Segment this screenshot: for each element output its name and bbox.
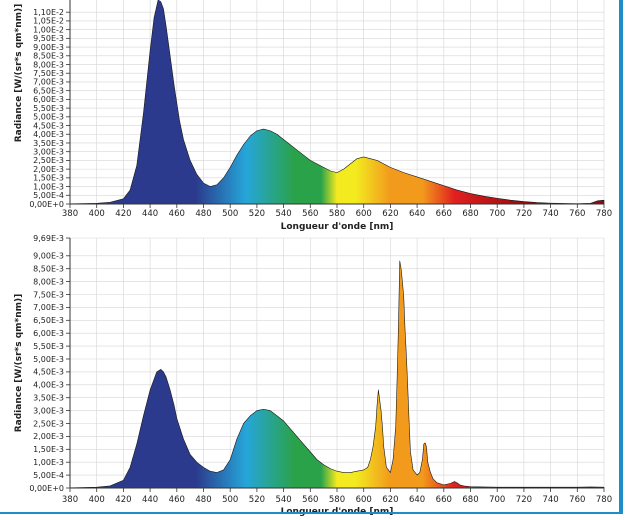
y-tick-label: 6,50E-3	[33, 86, 64, 95]
y-tick-label: 1,05E-2	[33, 17, 64, 26]
chart-2: 0,00E+0 5,00E-4 1,00E-3 1,50E-3 2,00E-3 2,50E…	[14, 234, 612, 517]
y-tick-label: 6,00E-3	[33, 95, 64, 104]
y-tick-label: 5,00E-3	[33, 113, 64, 122]
y-tick-label: 0,00E+0	[29, 200, 64, 209]
y-tick-label: 2,00E-3	[33, 432, 64, 441]
x-tick-label: 680	[462, 209, 478, 219]
y-tick-label: 9,00E-3	[33, 252, 64, 261]
x-tick-label: 460	[169, 495, 185, 505]
y-tick-label: 5,00E-4	[33, 191, 64, 200]
x-tick-label: 400	[89, 209, 105, 219]
x-tick-label: 580	[329, 495, 345, 505]
y-tick-label: 5,00E-3	[33, 355, 64, 364]
x-tick-label: 480	[195, 495, 211, 505]
x-tick-label: 500	[222, 209, 238, 219]
y-tick-label: 8,50E-3	[33, 52, 64, 61]
x-tick-label: 660	[436, 495, 452, 505]
y-tick-label: 2,00E-3	[33, 165, 64, 174]
x-tick-label: 620	[382, 495, 398, 505]
x-tick-label: 480	[195, 209, 211, 219]
x-axis-title: Longueur d'onde [nm]	[281, 222, 394, 232]
chart-1: 0,00E+05,00E-41,00E-31,50E-32,00E-32,50E…	[14, 0, 612, 232]
x-tick-label: 740	[542, 209, 558, 219]
y-tick-label: 7,50E-3	[33, 290, 64, 299]
x-tick-label: 460	[169, 209, 185, 219]
x-tick-label: 720	[516, 495, 532, 505]
x-tick-label: 560	[302, 209, 318, 219]
x-tick-label: 700	[489, 209, 505, 219]
x-tick-label: 700	[489, 495, 505, 505]
y-tick-label: 4,00E-3	[33, 130, 64, 139]
y-tick-label: 9,69E-3	[33, 234, 64, 243]
x-tick-label: 740	[542, 495, 558, 505]
y-tick-label: 8,00E-3	[33, 277, 64, 286]
y-tick-label: 9,00E-3	[33, 43, 64, 52]
x-tick-label: 760	[569, 209, 585, 219]
x-tick-label: 600	[356, 495, 372, 505]
spectrum-area	[69, 260, 605, 489]
y-tick-label: 3,00E-3	[33, 147, 64, 156]
x-tick-label: 600	[356, 209, 372, 219]
y-tick-label: 7,00E-3	[33, 303, 64, 312]
y-tick-label: 4,50E-3	[33, 121, 64, 130]
y-tick-label: 8,00E-3	[33, 60, 64, 69]
x-tick-label: 440	[142, 495, 158, 505]
y-tick-label: 7,50E-3	[33, 69, 64, 78]
x-tick-label: 760	[569, 495, 585, 505]
x-tick-label: 380	[62, 209, 78, 219]
x-tick-label: 520	[249, 209, 265, 219]
y-tick-label: 0,00E+0	[29, 484, 64, 493]
y-tick-label: 3,00E-3	[33, 406, 64, 415]
y-tick-label: 1,50E-3	[33, 445, 64, 454]
x-tick-label: 680	[462, 495, 478, 505]
x-tick-label: 500	[222, 495, 238, 505]
y-tick-label: 6,50E-3	[33, 316, 64, 325]
x-tick-label: 720	[516, 209, 532, 219]
x-tick-label: 420	[115, 209, 131, 219]
y-axis-title: Radiance [W/(sr*s qm*nm)]	[14, 4, 24, 143]
x-tick-label: 580	[329, 209, 345, 219]
x-tick-label: 540	[275, 495, 291, 505]
y-tick-label: 1,00E-2	[33, 25, 64, 34]
y-tick-label: 6,00E-3	[33, 329, 64, 338]
y-tick-label: 1,50E-3	[33, 174, 64, 183]
x-tick-label: 780	[596, 495, 612, 505]
y-tick-label: 7,00E-3	[33, 78, 64, 87]
y-tick-label: 3,50E-3	[33, 139, 64, 148]
x-tick-label: 660	[436, 209, 452, 219]
x-axis-title: Longueur d'onde [nm]	[281, 507, 394, 516]
x-tick-label: 400	[89, 495, 105, 505]
y-tick-label: 4,50E-3	[33, 368, 64, 377]
y-tick-label: 9,50E-3	[33, 34, 64, 43]
y-tick-label: 1,10E-2	[33, 8, 64, 17]
y-tick-label: 4,00E-3	[33, 381, 64, 390]
y-axis-title: Radiance [W/(sr*s qm*nm)]	[14, 294, 24, 433]
spectrum-area	[69, 0, 605, 205]
y-tick-label: 2,50E-3	[33, 419, 64, 428]
y-tick-label: 3,50E-3	[33, 394, 64, 403]
x-tick-label: 620	[382, 209, 398, 219]
x-tick-label: 640	[409, 495, 425, 505]
x-tick-label: 420	[115, 495, 131, 505]
y-tick-label: 1,00E-3	[33, 458, 64, 467]
y-tick-label: 5,50E-3	[33, 104, 64, 113]
x-tick-label: 520	[249, 495, 265, 505]
x-tick-label: 380	[62, 495, 78, 505]
y-tick-label: 5,50E-3	[33, 342, 64, 351]
x-tick-label: 560	[302, 495, 318, 505]
x-tick-label: 540	[275, 209, 291, 219]
y-tick-label: 2,50E-3	[33, 156, 64, 165]
x-tick-label: 780	[596, 209, 612, 219]
y-tick-label: 1,00E-3	[33, 182, 64, 191]
x-tick-label: 440	[142, 209, 158, 219]
y-tick-label: 5,00E-4	[33, 471, 64, 480]
y-tick-label: 8,50E-3	[33, 265, 64, 274]
x-tick-label: 640	[409, 209, 425, 219]
